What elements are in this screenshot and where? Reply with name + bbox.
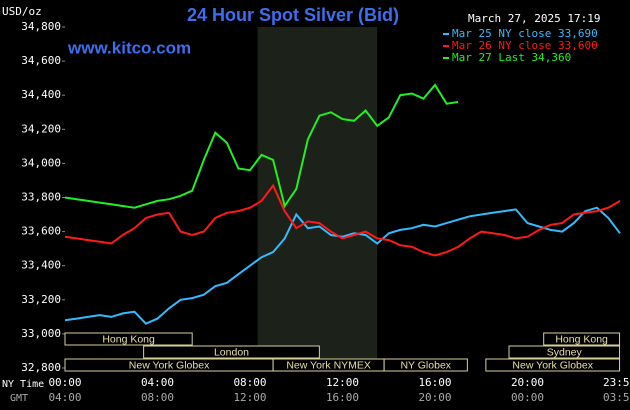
y-tick-label: 34,600 — [21, 54, 61, 67]
source: www.kitco.com — [67, 38, 191, 57]
series-line — [64, 183, 621, 257]
session-label: Sydney — [547, 346, 583, 358]
series-line — [64, 206, 621, 325]
x2-tick-label: 12:00 — [233, 391, 266, 404]
x2-tick-label: 04:00 — [48, 391, 81, 404]
session-label: New York Globex — [129, 359, 210, 371]
y-tick-label: 33,800 — [21, 191, 61, 204]
y-tick-label: 33,400 — [21, 259, 61, 272]
session-label: Hong Kong — [102, 333, 155, 345]
x-tick-label: 08:00 — [233, 376, 266, 389]
x2-tick-label: 20:00 — [418, 391, 451, 404]
session-label: Hong Kong — [555, 333, 608, 345]
y-tick-label: 34,200 — [21, 122, 61, 135]
series-line — [64, 83, 459, 209]
session-label: NY Globex — [400, 359, 451, 371]
legend-label: Mar 27 Last 34,360 — [452, 51, 571, 64]
session-bar — [64, 332, 193, 346]
x2-tick-label: 08:00 — [141, 391, 174, 404]
session-bar — [143, 345, 320, 359]
x2-tick-label: 16:00 — [326, 391, 359, 404]
chart-title: 24 Hour Spot Silver (Bid) — [187, 5, 399, 25]
x-tick-label: 23:59 — [603, 376, 630, 389]
x-tick-label: 12:00 — [326, 376, 359, 389]
y-axis-label: USD/oz — [2, 5, 42, 18]
legend-label: Mar 26 NY close 33,600 — [452, 39, 598, 52]
x-tick-label: 04:00 — [141, 376, 174, 389]
y-tick-label: 34,800 — [21, 20, 61, 33]
x2-axis-label: GMT — [10, 393, 28, 404]
session-bar — [508, 345, 621, 359]
shade-region — [257, 27, 378, 368]
y-tick-label: 33,200 — [21, 293, 61, 306]
date-stamp: March 27, 2025 17:19 — [468, 12, 600, 25]
y-tick-label: 32,800 — [21, 361, 61, 374]
y-tick-label: 33,000 — [21, 327, 61, 340]
x-axis-label: NY Time — [2, 379, 44, 390]
y-tick-label: 34,400 — [21, 88, 61, 101]
x-tick-label: 16:00 — [418, 376, 451, 389]
session-label: New York NYMEX — [286, 359, 371, 371]
y-tick-label: 34,000 — [21, 156, 61, 169]
y-tick-label: 33,600 — [21, 225, 61, 238]
session-label: London — [214, 346, 249, 358]
x2-tick-label: 03:59 — [603, 391, 630, 404]
session-bar — [543, 332, 621, 346]
x-tick-label: 00:00 — [48, 376, 81, 389]
legend-label: Mar 25 NY close 33,690 — [452, 27, 598, 40]
session-label: New York Globex — [512, 359, 593, 371]
x-tick-label: 20:00 — [511, 376, 544, 389]
session-bar — [383, 358, 468, 372]
session-bar — [485, 358, 621, 372]
x2-tick-label: 00:00 — [511, 391, 544, 404]
